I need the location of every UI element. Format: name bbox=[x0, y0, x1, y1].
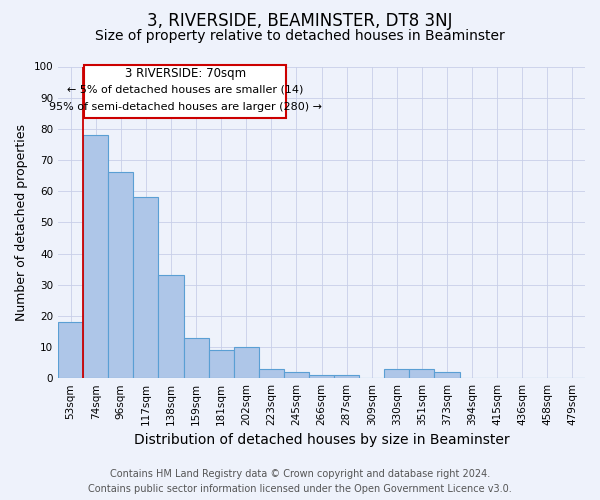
Bar bbox=[384, 369, 409, 378]
Bar bbox=[133, 198, 158, 378]
Text: Size of property relative to detached houses in Beaminster: Size of property relative to detached ho… bbox=[95, 29, 505, 43]
Bar bbox=[233, 347, 259, 378]
Bar bbox=[409, 369, 434, 378]
Bar bbox=[83, 135, 108, 378]
Bar bbox=[334, 375, 359, 378]
Text: Contains HM Land Registry data © Crown copyright and database right 2024.
Contai: Contains HM Land Registry data © Crown c… bbox=[88, 468, 512, 493]
Bar bbox=[108, 172, 133, 378]
Bar bbox=[58, 322, 83, 378]
Bar bbox=[259, 369, 284, 378]
Y-axis label: Number of detached properties: Number of detached properties bbox=[15, 124, 28, 321]
X-axis label: Distribution of detached houses by size in Beaminster: Distribution of detached houses by size … bbox=[134, 434, 509, 448]
Text: ← 5% of detached houses are smaller (14): ← 5% of detached houses are smaller (14) bbox=[67, 85, 304, 95]
Text: 3, RIVERSIDE, BEAMINSTER, DT8 3NJ: 3, RIVERSIDE, BEAMINSTER, DT8 3NJ bbox=[147, 12, 453, 30]
Bar bbox=[309, 375, 334, 378]
Bar bbox=[184, 338, 209, 378]
Bar bbox=[158, 276, 184, 378]
Text: 95% of semi-detached houses are larger (280) →: 95% of semi-detached houses are larger (… bbox=[49, 102, 322, 112]
Text: 3 RIVERSIDE: 70sqm: 3 RIVERSIDE: 70sqm bbox=[125, 67, 246, 80]
Bar bbox=[284, 372, 309, 378]
Bar bbox=[209, 350, 233, 378]
Bar bbox=[434, 372, 460, 378]
Bar bbox=[85, 65, 286, 118]
